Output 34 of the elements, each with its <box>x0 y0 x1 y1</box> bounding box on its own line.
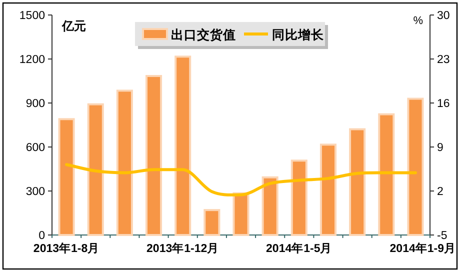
bar <box>290 160 308 236</box>
x-tick-label: 2014年1-5月 <box>266 241 332 255</box>
y2-tick-label: 2 <box>437 186 444 198</box>
y-tick-label: 600 <box>26 142 45 154</box>
x-tick-label: 2013年1-8月 <box>33 241 100 255</box>
x-tick-label: 2014年1-9月 <box>390 241 456 255</box>
x-tick-label: 2013年1-12月 <box>146 241 220 255</box>
y2-tick-label: 16 <box>437 98 450 110</box>
bar <box>116 90 133 236</box>
y-tick-label: 300 <box>26 186 45 198</box>
bar <box>146 75 162 236</box>
bar <box>407 98 424 236</box>
y2-tick-label: 30 <box>437 10 450 22</box>
y-tick-label: 1200 <box>19 54 45 66</box>
y-tick-label: 1500 <box>19 10 45 22</box>
bar <box>232 192 250 236</box>
y-tick-label: 900 <box>26 98 45 110</box>
bar <box>320 144 336 236</box>
legend-label: 同比增长 <box>272 28 325 42</box>
y2-tick-label: -5 <box>437 230 448 242</box>
y-axis-title: 亿元 <box>61 19 86 33</box>
bar <box>58 118 75 236</box>
bar <box>204 209 220 236</box>
bar <box>87 103 104 236</box>
bar <box>262 176 278 236</box>
y2-tick-label: 9 <box>437 142 444 154</box>
bar <box>174 56 192 236</box>
y2-axis-title: % <box>413 15 424 27</box>
y-tick-label: 0 <box>38 230 45 242</box>
line-series <box>65 163 417 196</box>
legend-label: 出口交货值 <box>171 27 236 42</box>
bar <box>349 128 366 236</box>
bar <box>378 113 395 236</box>
y2-tick-label: 23 <box>437 54 450 66</box>
